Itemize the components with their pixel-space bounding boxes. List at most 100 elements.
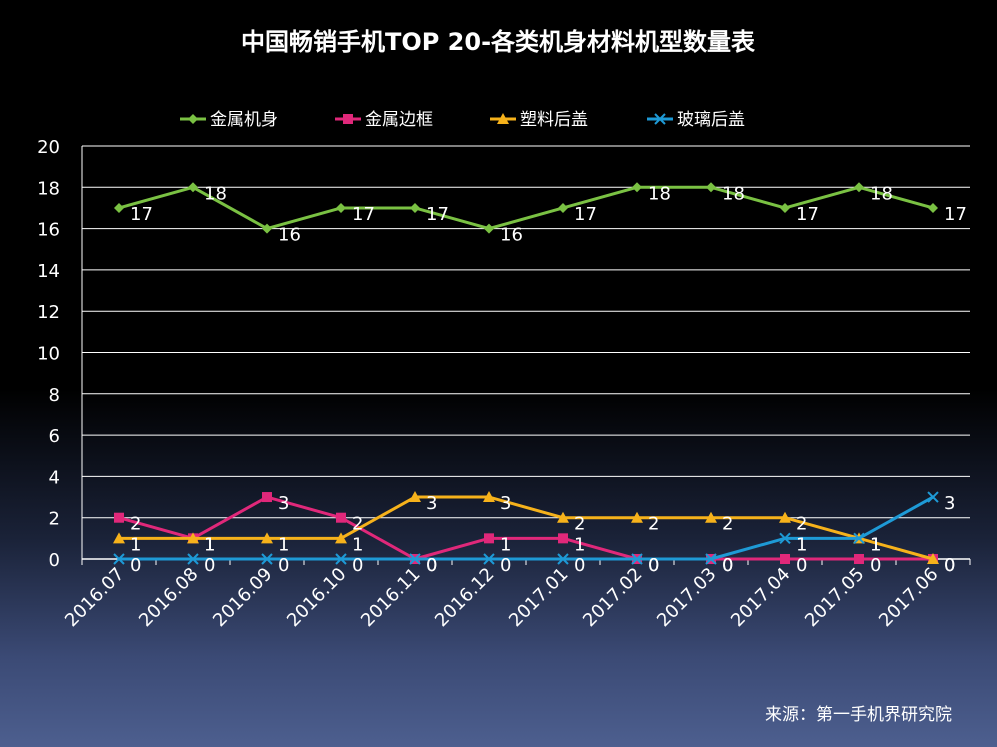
data-label: 1 — [278, 534, 289, 555]
data-label: 2 — [722, 514, 733, 535]
marker-stroke — [557, 553, 569, 565]
data-label: 16 — [278, 225, 301, 246]
data-point — [706, 182, 716, 193]
marker-stroke — [705, 553, 717, 565]
data-point — [927, 491, 939, 503]
legend: 金属机身 金属边框 塑料后盖 玻璃后盖 — [180, 110, 745, 130]
x-tick-label: 2016.11 — [357, 564, 424, 631]
data-label: 0 — [426, 555, 437, 576]
data-point — [261, 553, 273, 565]
x-tick-label: 2016.07 — [61, 564, 128, 631]
legend-marker — [188, 114, 198, 124]
data-point — [854, 554, 864, 564]
chart-title: 中国畅销手机TOP 20-各类机身材料机型数量表 — [241, 28, 756, 56]
legend-item-3: 玻璃后盖 — [647, 110, 745, 130]
data-label: 0 — [648, 555, 659, 576]
data-label: 1 — [204, 534, 215, 555]
legend-marker — [343, 114, 353, 124]
data-label: 18 — [204, 183, 227, 204]
data-label: 18 — [648, 183, 671, 204]
data-point — [113, 532, 125, 544]
data-point — [409, 491, 421, 503]
data-point — [928, 202, 938, 213]
data-label: 3 — [500, 493, 511, 514]
data-point — [187, 532, 199, 544]
x-tick-label: 2017.04 — [727, 564, 794, 631]
legend-item-1: 金属边框 — [335, 110, 433, 130]
data-label: 1 — [870, 534, 881, 555]
data-label: 2 — [574, 514, 585, 535]
y-tick-label: 20 — [37, 137, 60, 158]
data-label: 0 — [944, 555, 955, 576]
data-label: 16 — [500, 225, 523, 246]
data-point — [558, 533, 568, 544]
data-label: 2 — [796, 514, 807, 535]
data-label: 17 — [130, 204, 153, 225]
data-point — [114, 202, 124, 213]
x-tick-label: 2016.08 — [135, 564, 202, 631]
data-point — [631, 511, 643, 523]
x-axis: 2016.07 2016.08 2016.09 2016.10 2016.11 2016.… — [61, 559, 971, 631]
data-label: 17 — [352, 204, 375, 225]
legend-item-2: 塑料后盖 — [490, 110, 588, 130]
data-label: 0 — [204, 555, 215, 576]
data-label: 2 — [352, 514, 363, 535]
data-label: 0 — [796, 555, 807, 576]
data-label: 17 — [574, 204, 597, 225]
data-label: 18 — [722, 183, 745, 204]
data-point — [335, 553, 347, 565]
series-line — [118, 185, 934, 231]
data-point — [335, 532, 347, 544]
data-point — [262, 492, 272, 503]
data-point — [113, 553, 125, 565]
data-point — [780, 202, 790, 213]
y-tick-label: 4 — [49, 467, 60, 488]
marker-stroke — [187, 553, 199, 565]
data-label: 1 — [352, 534, 363, 555]
y-tick-label: 0 — [49, 550, 60, 571]
series-group — [113, 182, 939, 565]
legend-label: 金属机身 — [210, 110, 278, 130]
series-line — [118, 495, 933, 561]
data-label: 1 — [574, 534, 585, 555]
data-label: 18 — [870, 183, 893, 204]
data-point — [631, 553, 643, 565]
series-1 — [114, 492, 938, 564]
data-label: 0 — [648, 555, 659, 576]
data-point — [336, 512, 346, 523]
x-tick-label: 2017.05 — [801, 564, 868, 631]
y-tick-label: 14 — [37, 261, 60, 282]
data-label: 17 — [426, 204, 449, 225]
series-line — [119, 495, 934, 561]
data-point — [336, 202, 346, 213]
y-tick-label: 2 — [49, 509, 60, 530]
y-tick-label: 8 — [49, 385, 60, 406]
data-point — [557, 553, 569, 565]
data-label: 3 — [426, 493, 437, 514]
series-line — [119, 495, 934, 561]
data-label: 1 — [130, 534, 141, 555]
legend-marker — [654, 113, 666, 125]
data-label: 1 — [870, 534, 881, 555]
data-point — [558, 202, 568, 213]
y-tick-label: 18 — [37, 178, 60, 199]
x-tick-label: 2017.06 — [875, 564, 942, 631]
data-label: 0 — [130, 555, 141, 576]
data-label: 0 — [278, 555, 289, 576]
data-label: 0 — [574, 555, 585, 576]
x-tick-label: 2016.10 — [283, 564, 350, 631]
data-label: 1 — [500, 534, 511, 555]
marker-stroke — [631, 553, 643, 565]
x-tick-label: 2016.09 — [209, 564, 276, 631]
marker-stroke — [113, 553, 125, 565]
data-point — [779, 532, 791, 545]
marker-stroke — [654, 113, 666, 125]
y-tick-label: 16 — [37, 220, 60, 241]
y-axis: 0 2 4 6 8 10 12 14 16 18 20 — [37, 137, 60, 571]
legend-marker — [497, 113, 509, 124]
source-note: 来源：第一手机界研究院 — [765, 705, 952, 725]
legend-label: 玻璃后盖 — [677, 110, 745, 130]
data-point — [484, 223, 494, 234]
